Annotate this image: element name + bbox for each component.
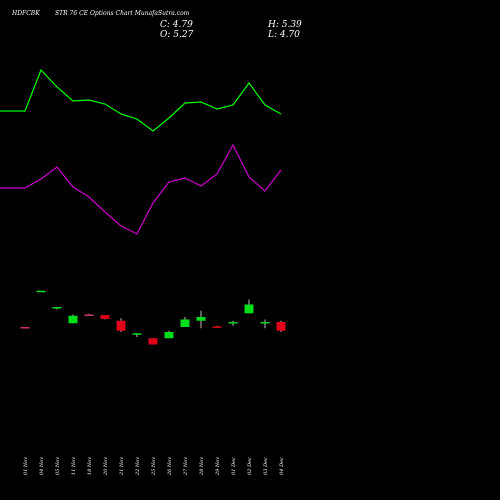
x-tick-label: 01 Nov xyxy=(23,457,29,475)
x-tick-label: 02 Dec xyxy=(247,457,253,475)
high-value: H: 5.39 xyxy=(268,20,302,30)
candle-body xyxy=(20,327,30,329)
x-tick-label: 11 Nov xyxy=(71,457,77,475)
candle xyxy=(244,299,254,314)
x-tick-label: 04 Dec xyxy=(279,457,285,475)
candle xyxy=(180,317,190,327)
candle xyxy=(260,319,270,329)
x-tick-label: 03 Dec xyxy=(263,457,269,475)
x-tick-label: 04 Nov xyxy=(39,457,45,475)
candle xyxy=(148,338,158,345)
x-tick-label: 18 Nov xyxy=(87,457,93,475)
x-tick-label: 27 Nov xyxy=(183,457,189,476)
candle-body xyxy=(148,338,158,345)
x-tick-label: 28 Nov xyxy=(199,457,205,476)
candle xyxy=(116,318,126,332)
candle-body xyxy=(276,322,286,331)
x-tick-label: 22 Nov xyxy=(135,457,141,476)
close-value: C: 4.79 xyxy=(160,20,193,30)
candle xyxy=(52,307,62,310)
candle xyxy=(276,320,286,332)
candle-body xyxy=(116,320,126,331)
green-indicator-line xyxy=(0,68,282,132)
candle xyxy=(132,333,142,337)
candle-body xyxy=(68,315,78,324)
candle-body xyxy=(212,326,222,328)
x-tick-label: 20 Nov xyxy=(103,457,109,476)
x-tick-label: 25 Nov xyxy=(151,457,157,476)
candle-body xyxy=(164,332,174,339)
x-tick-label: 26 Nov xyxy=(167,457,173,476)
candle-body xyxy=(180,319,190,327)
candle-body xyxy=(36,290,46,293)
candle xyxy=(100,315,110,320)
candle xyxy=(196,310,206,329)
candle xyxy=(20,327,30,329)
candle xyxy=(84,313,94,316)
candle-body xyxy=(100,315,110,319)
x-tick-label: 29 Nov xyxy=(215,457,221,476)
x-tick-label: 21 Nov xyxy=(119,457,125,476)
candle-body xyxy=(84,314,94,316)
low-value: L: 4.70 xyxy=(268,30,300,40)
candle-body xyxy=(244,304,254,314)
candle xyxy=(164,330,174,339)
open-value: O: 5.27 xyxy=(160,30,194,40)
x-tick-label: 05 Nov xyxy=(55,457,61,475)
candle-body xyxy=(196,317,206,321)
chart-symbol: HDFCBK xyxy=(12,10,40,17)
candle-body xyxy=(260,322,270,324)
candle-body xyxy=(132,333,142,335)
candle xyxy=(68,314,78,324)
magenta-indicator-line xyxy=(0,143,282,235)
candle-body xyxy=(52,307,62,309)
candle xyxy=(36,290,46,293)
candle-body xyxy=(228,322,238,324)
candle xyxy=(212,325,222,328)
chart-subtitle: STR 76 CE Options Chart MunafaSutra.com xyxy=(55,10,190,17)
candle xyxy=(228,320,238,326)
x-tick-label: 01 Dec xyxy=(231,457,237,475)
